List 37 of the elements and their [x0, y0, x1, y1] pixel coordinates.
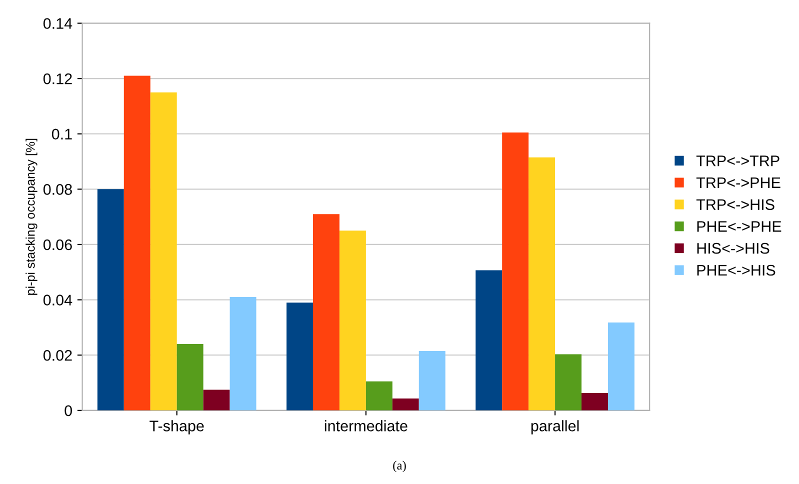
bar: [418, 350, 446, 410]
x-tick-label: T-shape: [150, 420, 204, 434]
x-tick-label: parallel: [531, 420, 579, 434]
y-tick-label: 0: [64, 405, 72, 416]
bar: [176, 344, 204, 410]
legend-label: HIS<->HIS: [697, 242, 770, 254]
bar: [528, 157, 556, 410]
bar: [392, 398, 419, 410]
bar: [97, 189, 124, 410]
y-tick-label: 0.04: [43, 294, 72, 306]
bar: [230, 297, 256, 410]
bar: [339, 230, 366, 410]
y-tick-label: 0.02: [43, 350, 72, 361]
y-axis-title: pi-pi stacking occupancy [%]: [26, 138, 38, 295]
bar: [366, 381, 392, 410]
bar: [476, 270, 502, 410]
legend-label: TRP<->HIS: [696, 199, 774, 210]
bar: [582, 393, 608, 410]
legend-label: PHE<->HIS: [697, 264, 776, 276]
bar: [203, 390, 230, 410]
y-tick-label: 0.06: [43, 239, 72, 250]
bar: [608, 322, 634, 410]
legend-label: TRP<->PHE: [696, 177, 780, 188]
y-tick-label: 0.12: [43, 73, 72, 84]
bar: [312, 214, 340, 410]
bar: [124, 76, 150, 410]
text: (a): [393, 460, 406, 472]
y-tick-label: 0.14: [43, 18, 72, 29]
x-tick-label: intermediate: [324, 420, 408, 432]
legend-label: TRP<->TRP: [696, 156, 780, 166]
bar: [555, 354, 582, 410]
y-tick-label: 0.08: [43, 184, 72, 195]
y-tick-label: 0.1: [52, 128, 72, 140]
bar: [150, 92, 177, 410]
legend-label: PHE<->PHE: [697, 221, 782, 232]
bar: [286, 302, 313, 410]
bar: [502, 132, 529, 410]
